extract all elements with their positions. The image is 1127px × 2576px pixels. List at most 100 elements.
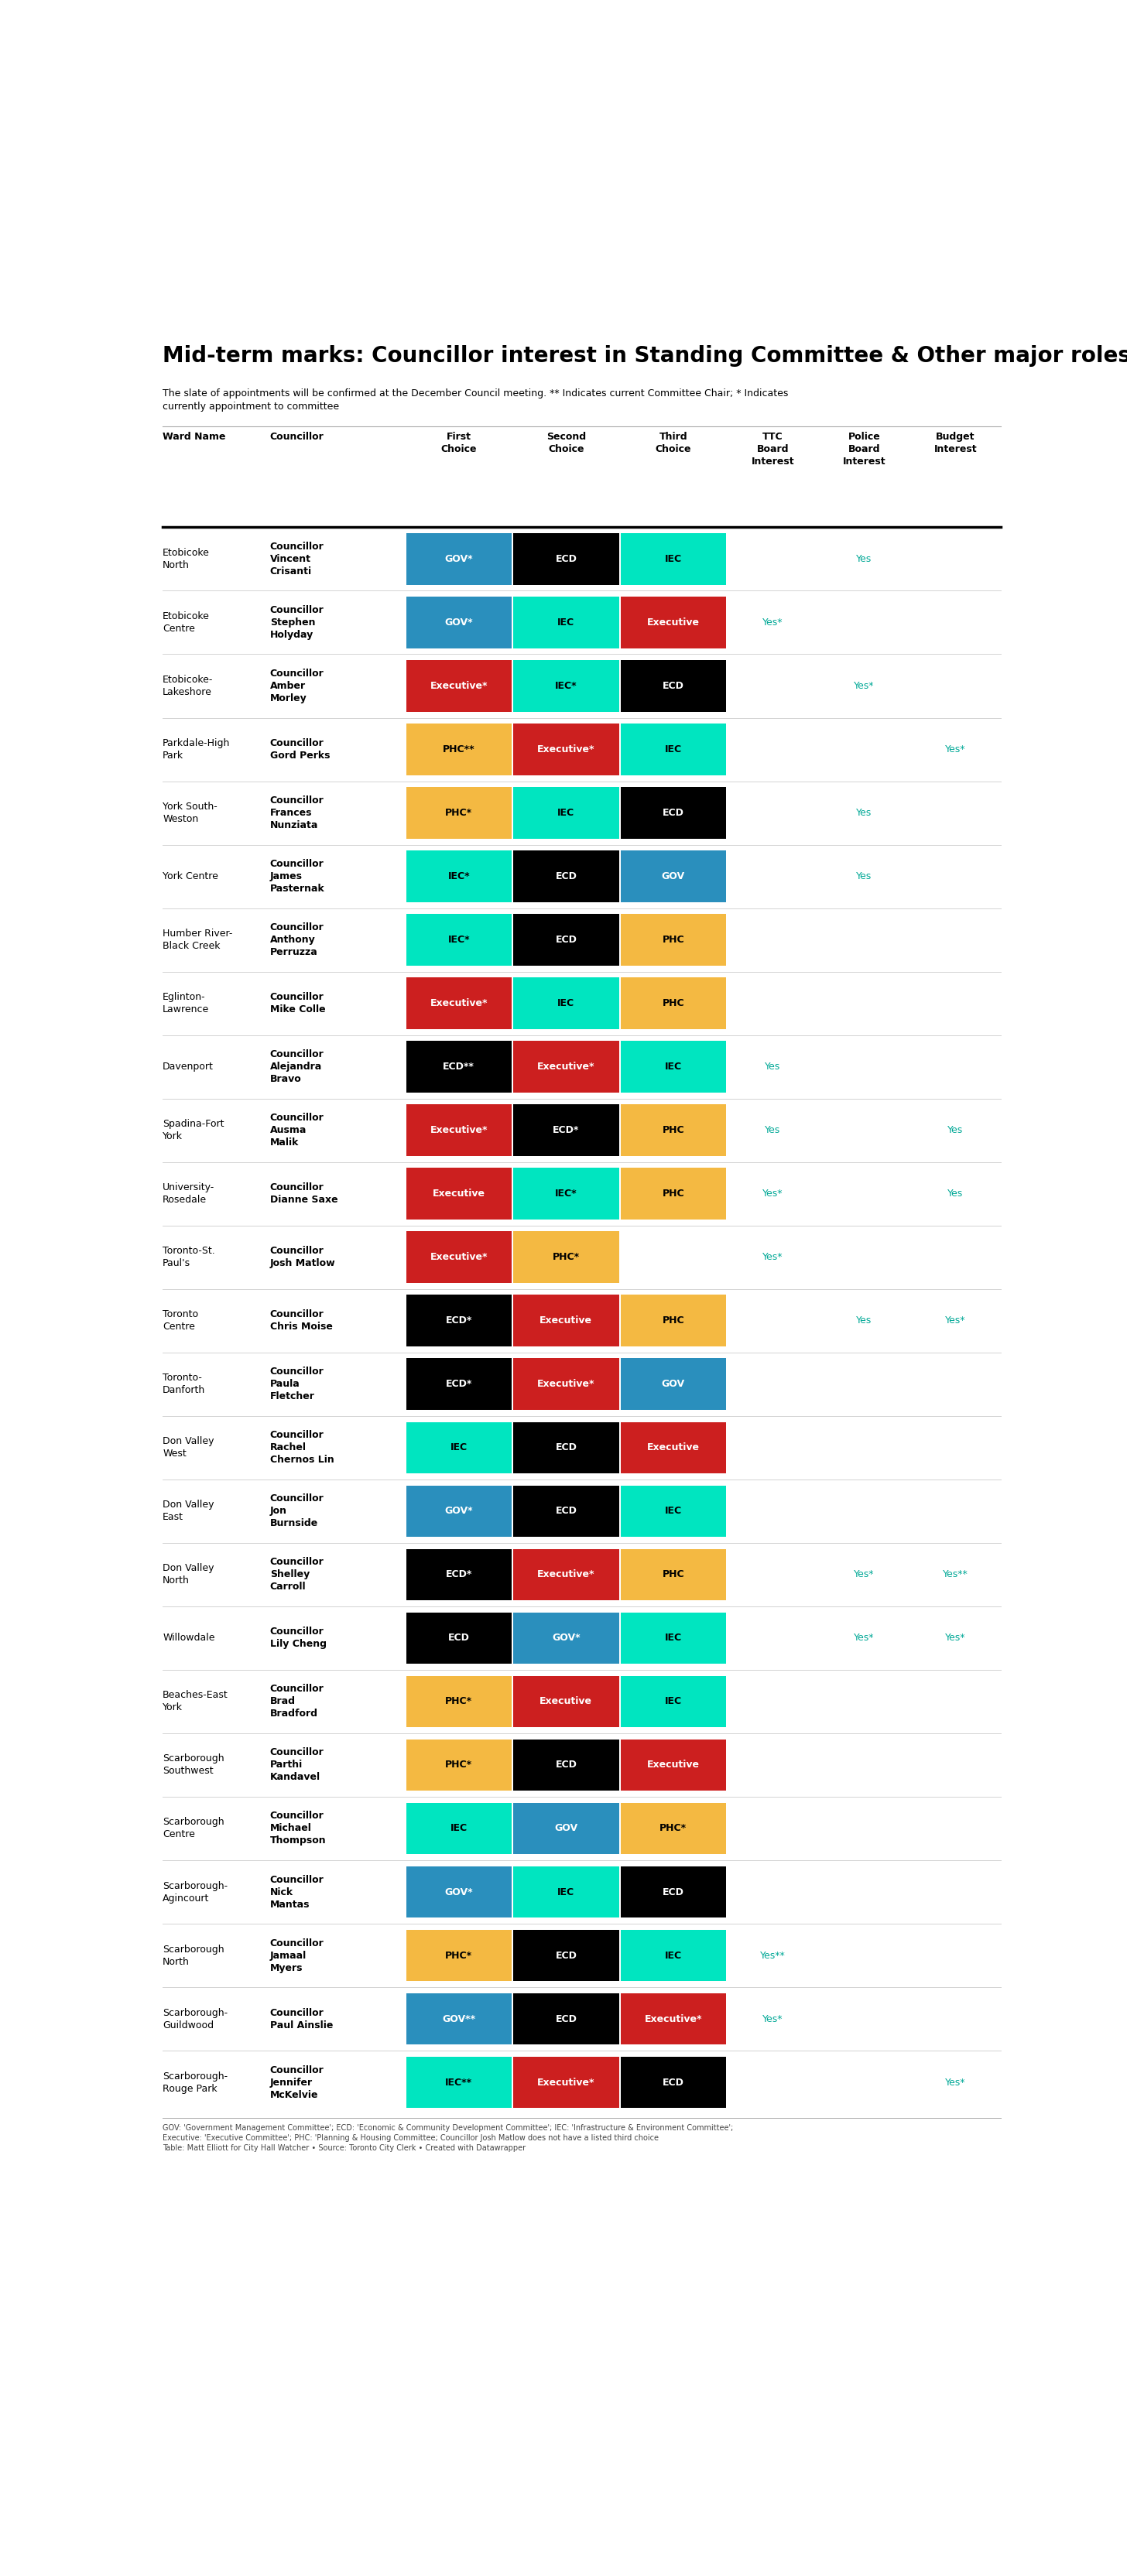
Text: Yes: Yes — [765, 1126, 781, 1136]
Bar — [406, 598, 512, 649]
Bar — [621, 1548, 726, 1600]
Bar — [406, 1486, 512, 1538]
Text: Councillor
Josh Matlow: Councillor Josh Matlow — [270, 1247, 336, 1267]
Bar — [513, 659, 619, 711]
Bar — [621, 724, 726, 775]
Bar — [513, 788, 619, 840]
Text: York Centre: York Centre — [162, 871, 219, 881]
Text: GOV: GOV — [662, 1378, 685, 1388]
Bar — [513, 976, 619, 1030]
Bar — [406, 659, 512, 711]
Bar — [621, 1865, 726, 1917]
Bar — [621, 1994, 726, 2045]
Text: IEC**: IEC** — [445, 2076, 472, 2087]
Text: Yes*: Yes* — [946, 1316, 966, 1327]
Text: Scarborough-
Guildwood: Scarborough- Guildwood — [162, 2007, 228, 2030]
Bar — [513, 1739, 619, 1790]
Text: ECD: ECD — [556, 871, 577, 881]
Text: Executive: Executive — [540, 1316, 593, 1327]
Text: Councillor
Vincent
Crisanti: Councillor Vincent Crisanti — [270, 541, 323, 577]
Text: Yes*: Yes* — [946, 1633, 966, 1643]
Text: Councillor
Frances
Nunziata: Councillor Frances Nunziata — [270, 796, 323, 829]
Text: Yes*: Yes* — [946, 744, 966, 755]
Bar — [621, 1296, 726, 1347]
Text: IEC: IEC — [451, 1824, 468, 1834]
Text: Councillor
Jon
Burnside: Councillor Jon Burnside — [270, 1494, 323, 1528]
Text: IEC: IEC — [665, 1061, 682, 1072]
Text: GOV*: GOV* — [445, 618, 473, 629]
Text: PHC*: PHC* — [445, 1698, 472, 1705]
Text: Councillor
Michael
Thompson: Councillor Michael Thompson — [270, 1811, 326, 1847]
Text: IEC*: IEC* — [554, 1188, 577, 1198]
Text: Scarborough-
Rouge Park: Scarborough- Rouge Park — [162, 2071, 228, 2094]
Bar — [513, 724, 619, 775]
Bar — [513, 1865, 619, 1917]
Text: TTC
Board
Interest: TTC Board Interest — [752, 433, 795, 466]
Text: GOV: 'Government Management Committee'; ECD: 'Economic & Community Development C: GOV: 'Government Management Committee'; … — [162, 2125, 734, 2151]
Text: Yes*: Yes* — [763, 618, 783, 629]
Text: Yes: Yes — [857, 554, 872, 564]
Bar — [621, 976, 726, 1030]
Text: Yes*: Yes* — [763, 2014, 783, 2025]
Text: Toronto-
Danforth: Toronto- Danforth — [162, 1373, 205, 1396]
Text: ECD*: ECD* — [553, 1126, 579, 1136]
Text: GOV*: GOV* — [552, 1633, 580, 1643]
Text: GOV: GOV — [554, 1824, 578, 1834]
Text: Yes*: Yes* — [854, 680, 875, 690]
Bar — [621, 788, 726, 840]
Text: Yes: Yes — [948, 1126, 964, 1136]
Bar — [406, 1358, 512, 1409]
Text: IEC: IEC — [665, 1507, 682, 1517]
Text: Councillor
Stephen
Holyday: Councillor Stephen Holyday — [270, 605, 323, 639]
Text: Yes: Yes — [765, 1061, 781, 1072]
Text: IEC: IEC — [665, 744, 682, 755]
Text: Scarborough
Centre: Scarborough Centre — [162, 1816, 224, 1839]
Text: PHC: PHC — [663, 1126, 684, 1136]
Bar — [621, 533, 726, 585]
Text: IEC*: IEC* — [447, 935, 470, 945]
Bar — [513, 1613, 619, 1664]
Text: Councillor
Parthi
Kandavel: Councillor Parthi Kandavel — [270, 1747, 323, 1783]
Bar — [621, 1677, 726, 1728]
Text: IEC: IEC — [558, 999, 575, 1007]
Text: Councillor
Anthony
Perruzza: Councillor Anthony Perruzza — [270, 922, 323, 958]
Bar — [513, 914, 619, 966]
Text: GOV: GOV — [662, 871, 685, 881]
Text: Councillor
Rachel
Chernos Lin: Councillor Rachel Chernos Lin — [270, 1430, 334, 1466]
Text: ECD: ECD — [556, 1507, 577, 1517]
Text: Councillor
Jennifer
McKelvie: Councillor Jennifer McKelvie — [270, 2066, 323, 2099]
Bar — [621, 1105, 726, 1157]
Bar — [513, 1994, 619, 2045]
Bar — [621, 659, 726, 711]
Text: ECD**: ECD** — [443, 1061, 474, 1072]
Bar — [513, 1296, 619, 1347]
Bar — [406, 1803, 512, 1855]
Bar — [513, 1231, 619, 1283]
Bar — [621, 914, 726, 966]
Text: ECD: ECD — [556, 554, 577, 564]
Text: PHC: PHC — [663, 935, 684, 945]
Text: Scarborough
Southwest: Scarborough Southwest — [162, 1754, 224, 1777]
Text: Don Valley
North: Don Valley North — [162, 1564, 214, 1587]
Text: IEC: IEC — [558, 618, 575, 629]
Text: Toronto-St.
Paul's: Toronto-St. Paul's — [162, 1247, 215, 1267]
Bar — [513, 1422, 619, 1473]
Bar — [406, 1548, 512, 1600]
Text: PHC**: PHC** — [443, 744, 474, 755]
Bar — [406, 1167, 512, 1218]
Text: Etobicoke-
Lakeshore: Etobicoke- Lakeshore — [162, 675, 213, 698]
Text: IEC: IEC — [665, 1950, 682, 1960]
Bar — [621, 1486, 726, 1538]
Text: Executive*: Executive* — [645, 2014, 702, 2025]
Text: Etobicoke
North: Etobicoke North — [162, 549, 210, 569]
Text: Spadina-Fort
York: Spadina-Fort York — [162, 1118, 224, 1141]
Text: Budget
Interest: Budget Interest — [934, 433, 977, 453]
Bar — [621, 1358, 726, 1409]
Text: ECD: ECD — [556, 1950, 577, 1960]
Text: Don Valley
West: Don Valley West — [162, 1437, 214, 1458]
Text: Executive: Executive — [433, 1188, 485, 1198]
Text: PHC: PHC — [663, 1188, 684, 1198]
Text: Councillor
Amber
Morley: Councillor Amber Morley — [270, 670, 323, 703]
Text: Councillor
James
Pasternak: Councillor James Pasternak — [270, 858, 325, 894]
Text: Yes*: Yes* — [763, 1252, 783, 1262]
